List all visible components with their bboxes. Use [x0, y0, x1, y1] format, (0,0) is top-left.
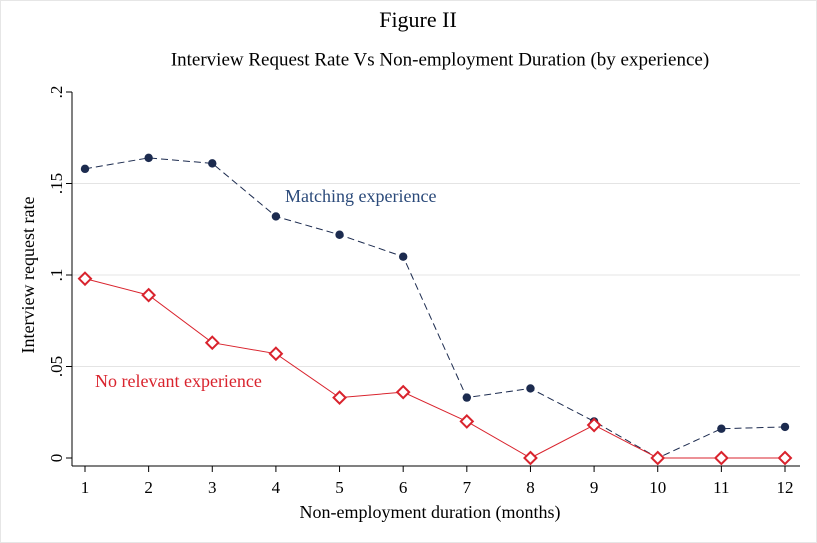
point: [268, 346, 284, 362]
point: [459, 413, 475, 429]
x-tick-label: 7: [463, 478, 472, 497]
series-label: No relevant experience: [95, 371, 262, 391]
point: [395, 384, 411, 400]
point: [271, 212, 281, 221]
point: [77, 271, 93, 287]
x-axis-label: Non-employment duration (months): [300, 502, 561, 523]
series-line: [84, 157, 786, 459]
series-label: Matching experience: [285, 186, 436, 206]
point: [586, 417, 602, 433]
y-tick-label: .2: [47, 86, 66, 99]
x-tick-label: 8: [526, 478, 535, 497]
x-tick-label: 4: [272, 478, 281, 497]
chart-subtitle: Interview Request Rate Vs Non-employment…: [171, 49, 709, 70]
point: [713, 450, 729, 466]
point: [526, 384, 535, 393]
point: [204, 335, 220, 351]
point: [398, 252, 408, 261]
x-tick-label: 10: [649, 478, 666, 497]
x-tick-label: 12: [777, 478, 794, 497]
y-axis-label: Interview request rate: [18, 197, 38, 354]
x-tick-label: 1: [81, 478, 90, 497]
y-tick-label: .1: [47, 269, 66, 282]
point: [335, 230, 344, 239]
point: [208, 159, 217, 168]
x-tick-label: 2: [144, 478, 153, 497]
x-tick-label: 3: [208, 478, 217, 497]
point: [80, 164, 90, 174]
point: [780, 422, 790, 432]
chart-title: Figure II: [379, 7, 457, 32]
point: [777, 450, 793, 466]
point: [332, 390, 347, 406]
x-tick-label: 5: [335, 478, 344, 497]
point: [650, 450, 666, 466]
y-tick-label: .15: [47, 173, 66, 194]
series-line: [84, 278, 785, 459]
y-tick-label: .05: [47, 356, 66, 377]
point: [141, 287, 157, 303]
point: [462, 393, 472, 402]
x-tick-label: 6: [399, 478, 408, 497]
point: [717, 424, 726, 433]
y-tick-label: 0: [47, 454, 66, 463]
x-tick-label: 9: [590, 478, 599, 497]
x-tick-label: 11: [713, 478, 729, 497]
point: [523, 450, 538, 466]
point: [144, 153, 153, 163]
